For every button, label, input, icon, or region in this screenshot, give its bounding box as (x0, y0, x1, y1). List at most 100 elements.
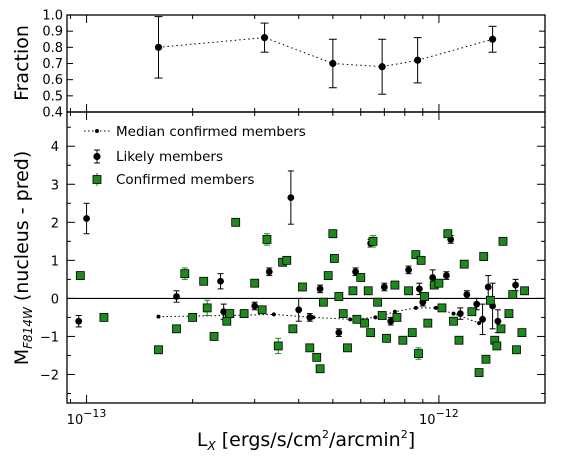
confirmed-point (459, 259, 469, 269)
confirmed-point (520, 286, 529, 296)
confirmed-point (315, 364, 325, 374)
fraction-y-axis: 0.4 0.50.60.70.80.91.0 (42, 9, 545, 121)
confirmed-point (250, 278, 260, 288)
fraction-point (329, 59, 337, 68)
median-point (348, 317, 353, 322)
fraction-x-ticks (69, 15, 546, 112)
confirmed-point (407, 328, 417, 338)
likely-point (387, 317, 395, 325)
confirmed-point (481, 354, 491, 364)
fraction-point (488, 35, 497, 43)
fraction-y-tick-label: 0.9 (42, 25, 63, 40)
likely-point (473, 300, 481, 308)
median-point (433, 305, 438, 310)
confirmed-point (363, 286, 373, 296)
confirmed-point (75, 271, 85, 280)
confirmed-point (498, 236, 508, 246)
confirmed-members-series (75, 217, 529, 377)
confirmed-point (449, 316, 458, 326)
likely-point (429, 274, 437, 281)
confirmed-point (282, 255, 292, 265)
confirmed-point (334, 292, 344, 301)
likely-point (479, 315, 486, 323)
confirmed-point (188, 313, 198, 322)
likely-point (265, 268, 273, 276)
confirmed-point (348, 286, 358, 296)
likely-point (220, 308, 228, 316)
legend-entry-likely: Likely members (93, 149, 223, 165)
fraction-point (260, 34, 269, 42)
x-axis-label: LX [ergs/s/cm2/arcmin2] (197, 428, 415, 453)
x-tick-label: 10−13 (67, 407, 107, 428)
legend-median-marker-icon (95, 129, 99, 133)
confirmed-point (496, 324, 506, 334)
likely-point (415, 285, 423, 293)
confirmed-point (479, 252, 489, 261)
likely-point (335, 329, 343, 337)
fraction-point (378, 63, 386, 71)
likely-point (251, 302, 259, 310)
legend-entry-confirmed: Confirmed members (92, 172, 254, 188)
legend-label-confirmed: Confirmed members (116, 172, 254, 188)
likely-point (484, 283, 492, 291)
median-point (413, 305, 418, 310)
fraction-y-tick-label: 0.4 (42, 106, 63, 121)
likely-point (217, 277, 224, 285)
fraction-y-tick-label: 0.8 (42, 41, 63, 56)
residual-panel-frame (66, 111, 546, 404)
confirmed-point (231, 217, 241, 227)
likely-point (512, 281, 519, 289)
legend: Median confirmed members Likely members … (84, 124, 306, 188)
confirmed-point (504, 309, 514, 319)
confirmed-point (423, 318, 433, 328)
likely-point (405, 266, 412, 274)
confirmed-point (202, 303, 212, 313)
residual-y-tick-label: −1 (40, 330, 59, 345)
residual-y-tick-label: 3 (51, 178, 59, 193)
confirmed-point (288, 324, 298, 334)
confirmed-point (434, 278, 444, 288)
fraction-series (154, 16, 497, 95)
legend-entry-median: Median confirmed members (84, 124, 306, 140)
likely-point (494, 317, 502, 325)
confirmed-point (398, 335, 408, 345)
confirmed-point (474, 368, 484, 377)
residual-y-tick-label: 1 (51, 254, 59, 269)
fraction-y-tick-label: 0.7 (42, 57, 63, 72)
residual-y-tick-label: 4 (51, 140, 59, 155)
confirmed-point (352, 314, 362, 324)
fraction-panel-frame (66, 14, 546, 113)
likely-point (287, 194, 295, 201)
x-tick-label: 10−12 (419, 407, 459, 428)
residual-y-tick-label: −2 (40, 368, 59, 383)
likely-point (316, 285, 324, 293)
fraction-y-label: Fraction (11, 25, 33, 101)
fraction-y-tick-label: 0.5 (42, 89, 63, 104)
residual-y-tick-label: 0 (51, 292, 59, 307)
confirmed-point (392, 313, 402, 322)
residual-x-axis: 10−13 10−12 (67, 112, 546, 428)
likely-point (173, 293, 180, 300)
fraction-point (154, 43, 163, 51)
confirmed-point (360, 318, 369, 328)
confirmed-point (222, 316, 232, 326)
confirmed-point (199, 276, 209, 286)
legend-confirmed-marker-icon (92, 175, 102, 184)
fraction-y-tick-label: 1.0 (42, 9, 63, 24)
residual-y-label: MF814W (nucleus - pred) (11, 151, 35, 366)
confirmed-point (239, 309, 249, 319)
confirmed-point (209, 332, 219, 341)
confirmed-point (329, 254, 339, 263)
likely-point (83, 215, 90, 222)
confirmed-point (99, 313, 109, 322)
fraction-y-tick-label: 0.6 (42, 73, 63, 88)
x-tick-base: 10 (67, 413, 84, 428)
confirmed-point (420, 292, 429, 301)
confirmed-point (180, 269, 190, 279)
confirmed-point (262, 235, 272, 244)
confirmed-point (257, 305, 267, 315)
median-point (392, 309, 397, 314)
legend-likely-marker-icon (93, 152, 101, 161)
